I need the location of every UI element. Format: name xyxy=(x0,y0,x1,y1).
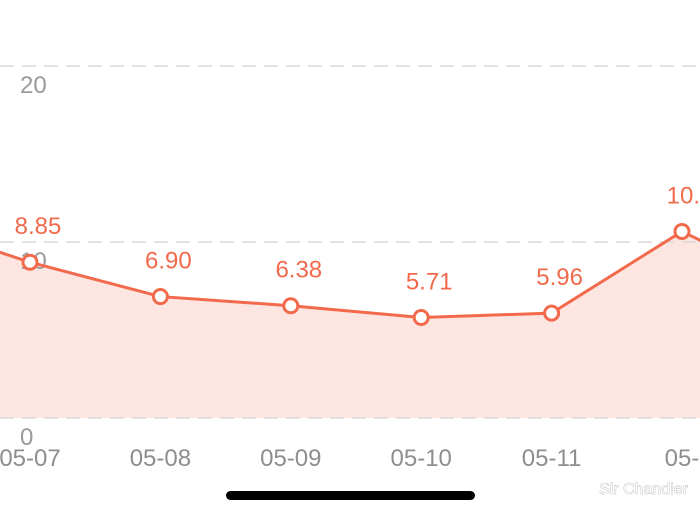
value-label: 5.96 xyxy=(536,264,583,291)
x-tick-label: 05-10 xyxy=(391,445,452,472)
x-tick-label: 05-08 xyxy=(130,445,191,472)
point xyxy=(151,288,169,306)
watermark: Sir Chandler xyxy=(599,481,689,498)
home-indicator xyxy=(226,491,475,500)
point xyxy=(282,297,300,315)
line xyxy=(0,229,700,320)
point xyxy=(412,309,430,327)
x-tick-label: 05- xyxy=(665,445,700,472)
value-label: 10.6 xyxy=(667,182,700,209)
x-tick-label: 05-11 xyxy=(522,445,582,472)
y-tick-label: 20 xyxy=(20,72,47,99)
point xyxy=(543,304,561,322)
x-tick-label: 05-07 xyxy=(0,445,61,472)
value-label: 8.85 xyxy=(15,213,62,240)
point xyxy=(21,253,39,271)
x-tick-label: 05-09 xyxy=(260,445,321,472)
area xyxy=(0,231,700,418)
value-label: 5.71 xyxy=(406,269,453,296)
value-label: 6.90 xyxy=(145,248,192,275)
value-label: 6.38 xyxy=(275,257,322,284)
point xyxy=(673,222,691,240)
y-tick-label: 0 xyxy=(20,424,33,451)
